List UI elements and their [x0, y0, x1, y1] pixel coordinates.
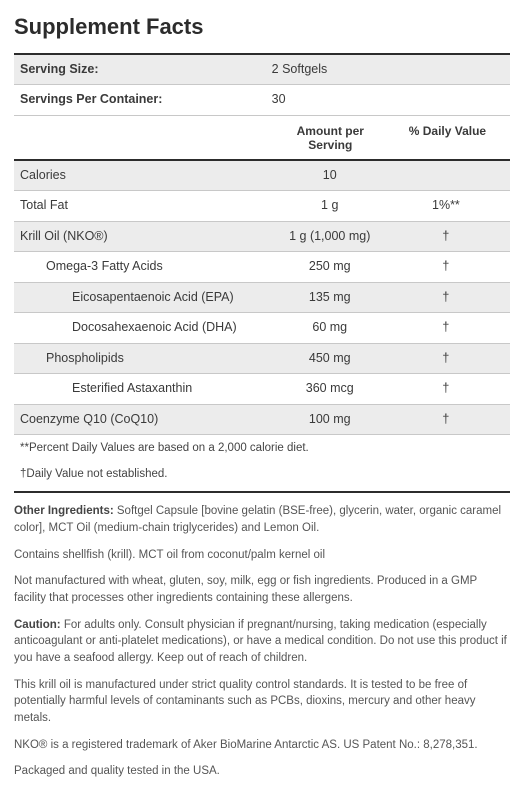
servings-per-row: Servings Per Container: 30 [14, 85, 510, 115]
serving-size-value: 2 Softgels [272, 61, 504, 79]
table-row: Total Fat1 g1%** [14, 191, 510, 221]
table-row: Esterified Astaxanthin360 mcg† [14, 374, 510, 404]
column-header-amount: Amount per Serving [272, 124, 389, 153]
nutrient-name: Esterified Astaxanthin [20, 380, 272, 398]
column-header-amount-l1: Amount per [297, 124, 364, 138]
nutrient-name: Docosahexaenoic Acid (DHA) [20, 319, 272, 337]
table-row: Eicosapentaenoic Acid (EPA)135 mg† [14, 283, 510, 313]
footnote: †Daily Value not established. [14, 461, 510, 487]
paragraph-text: Not manufactured with wheat, gluten, soy… [14, 575, 477, 604]
nutrient-amount: 1 g (1,000 mg) [272, 228, 388, 246]
column-header-amount-l2: Serving [308, 138, 352, 152]
nutrient-amount: 135 mg [272, 289, 388, 307]
nutrient-dv: † [388, 319, 504, 337]
paragraph-lead: Caution: [14, 619, 61, 631]
nutrient-amount: 450 mg [272, 350, 388, 368]
table-row: Coenzyme Q10 (CoQ10)100 mg† [14, 405, 510, 435]
nutrient-name: Omega-3 Fatty Acids [20, 258, 272, 276]
table-row: Calories10 [14, 161, 510, 191]
table-row: Docosahexaenoic Acid (DHA)60 mg† [14, 313, 510, 343]
nutrient-amount: 100 mg [272, 411, 388, 429]
footnotes: **Percent Daily Values are based on a 2,… [14, 435, 510, 487]
nutrient-dv: † [388, 228, 504, 246]
nutrient-name: Coenzyme Q10 (CoQ10) [20, 411, 272, 429]
nutrient-amount: 360 mcg [272, 380, 388, 398]
table-row: Phospholipids450 mg† [14, 344, 510, 374]
nutrient-dv: † [388, 258, 504, 276]
info-paragraphs: Other Ingredients: Softgel Capsule [bovi… [14, 503, 510, 780]
nutrient-dv: † [388, 380, 504, 398]
info-paragraph: Contains shellfish (krill). MCT oil from… [14, 547, 510, 564]
servings-per-value: 30 [272, 91, 504, 109]
footnote: **Percent Daily Values are based on a 2,… [14, 435, 510, 461]
nutrient-dv: † [388, 289, 504, 307]
servings-per-label: Servings Per Container: [20, 91, 272, 109]
nutrient-name: Total Fat [20, 197, 272, 215]
nutrient-amount: 60 mg [272, 319, 388, 337]
info-paragraph: This krill oil is manufactured under str… [14, 677, 510, 727]
table-row: Krill Oil (NKO®)1 g (1,000 mg)† [14, 222, 510, 252]
info-paragraph: Packaged and quality tested in the USA. [14, 763, 510, 780]
paragraph-text: Packaged and quality tested in the USA. [14, 765, 220, 777]
nutrient-rows: Calories10Total Fat1 g1%**Krill Oil (NKO… [14, 161, 510, 436]
panel-title: Supplement Facts [14, 12, 510, 43]
nutrient-name: Calories [20, 167, 272, 185]
column-spacer [18, 124, 272, 153]
column-header-dv: % Daily Value [389, 124, 506, 153]
paragraph-lead: Other Ingredients: [14, 505, 114, 517]
nutrient-dv: † [388, 350, 504, 368]
paragraph-text: This krill oil is manufactured under str… [14, 679, 476, 724]
info-paragraph: Caution: For adults only. Consult physic… [14, 617, 510, 667]
column-header-row: Amount per Serving % Daily Value [14, 116, 510, 159]
paragraph-text: For adults only. Consult physician if pr… [14, 619, 507, 664]
table-row: Omega-3 Fatty Acids250 mg† [14, 252, 510, 282]
nutrient-amount: 10 [272, 167, 388, 185]
nutrient-name: Krill Oil (NKO®) [20, 228, 272, 246]
paragraph-text: Contains shellfish (krill). MCT oil from… [14, 549, 325, 561]
nutrient-name: Eicosapentaenoic Acid (EPA) [20, 289, 272, 307]
info-paragraph: Not manufactured with wheat, gluten, soy… [14, 573, 510, 606]
info-paragraph: NKO® is a registered trademark of Aker B… [14, 737, 510, 754]
nutrient-amount: 250 mg [272, 258, 388, 276]
nutrient-amount: 1 g [272, 197, 388, 215]
nutrient-name: Phospholipids [20, 350, 272, 368]
serving-size-label: Serving Size: [20, 61, 272, 79]
serving-size-row: Serving Size: 2 Softgels [14, 55, 510, 85]
info-paragraph: Other Ingredients: Softgel Capsule [bovi… [14, 503, 510, 536]
nutrient-dv: † [388, 411, 504, 429]
nutrient-dv: 1%** [388, 197, 504, 215]
paragraph-text: NKO® is a registered trademark of Aker B… [14, 739, 478, 751]
rule-bottom [14, 491, 510, 493]
